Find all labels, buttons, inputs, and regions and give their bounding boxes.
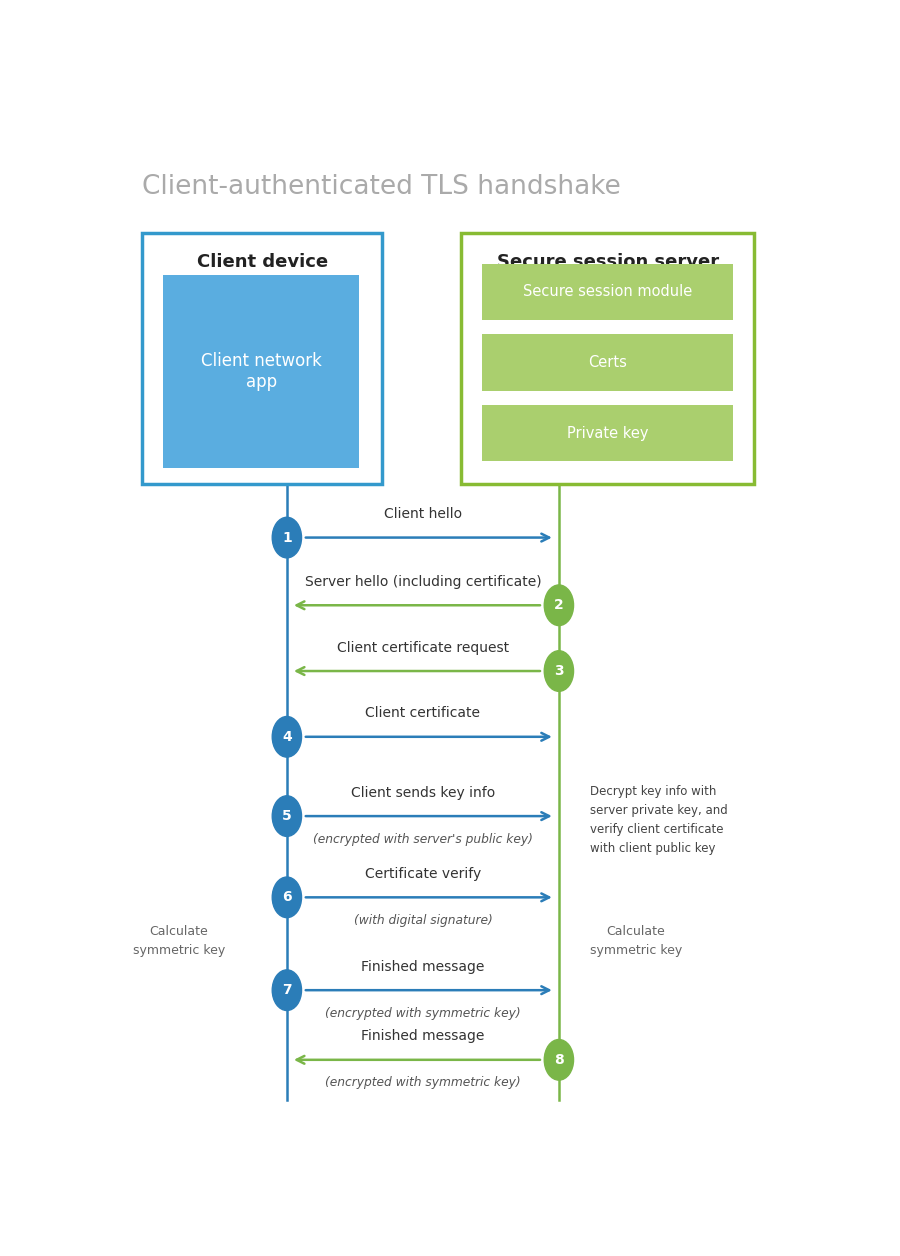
Text: 2: 2 (554, 598, 563, 612)
Text: Server hello (including certificate): Server hello (including certificate) (304, 575, 541, 589)
Text: Client device: Client device (196, 252, 328, 271)
Text: Finished message: Finished message (361, 960, 484, 973)
Text: Client certificate request: Client certificate request (337, 641, 509, 654)
FancyBboxPatch shape (482, 334, 734, 391)
Text: (encrypted with server's public key): (encrypted with server's public key) (313, 833, 533, 845)
Circle shape (544, 651, 573, 691)
Text: Client hello: Client hello (383, 507, 462, 521)
Text: 8: 8 (554, 1053, 563, 1066)
FancyBboxPatch shape (482, 406, 734, 461)
Circle shape (272, 970, 302, 1011)
FancyBboxPatch shape (461, 232, 754, 485)
Text: Certs: Certs (589, 355, 627, 371)
Circle shape (544, 585, 573, 625)
Text: 3: 3 (554, 664, 563, 678)
Text: 4: 4 (282, 730, 292, 744)
Text: Calculate
symmetric key: Calculate symmetric key (132, 924, 225, 957)
Text: (with digital signature): (with digital signature) (354, 914, 492, 927)
FancyBboxPatch shape (163, 275, 359, 468)
Text: Client sends key info: Client sends key info (351, 786, 495, 800)
Text: Decrypt key info with
server private key, and
verify client certificate
with cli: Decrypt key info with server private key… (590, 785, 728, 855)
Circle shape (272, 796, 302, 836)
Text: Secure session server: Secure session server (497, 252, 719, 271)
Text: Private key: Private key (567, 426, 649, 441)
Text: Finished message: Finished message (361, 1030, 484, 1044)
Text: 6: 6 (282, 891, 292, 904)
Circle shape (272, 716, 302, 757)
Text: 5: 5 (282, 809, 292, 823)
Circle shape (272, 517, 302, 558)
Text: 7: 7 (282, 983, 292, 997)
Circle shape (544, 1040, 573, 1080)
FancyBboxPatch shape (142, 232, 382, 485)
Text: Client network
app: Client network app (201, 352, 321, 391)
Text: Client-authenticated TLS handshake: Client-authenticated TLS handshake (142, 175, 620, 201)
Circle shape (272, 877, 302, 918)
Text: Calculate
symmetric key: Calculate symmetric key (590, 924, 682, 957)
Text: Client certificate: Client certificate (365, 706, 481, 721)
Text: (encrypted with symmetric key): (encrypted with symmetric key) (325, 1006, 521, 1020)
Text: 1: 1 (282, 530, 292, 545)
FancyBboxPatch shape (482, 264, 734, 320)
Text: (encrypted with symmetric key): (encrypted with symmetric key) (325, 1076, 521, 1089)
Text: Secure session module: Secure session module (523, 284, 692, 299)
Text: Certificate verify: Certificate verify (364, 867, 481, 880)
